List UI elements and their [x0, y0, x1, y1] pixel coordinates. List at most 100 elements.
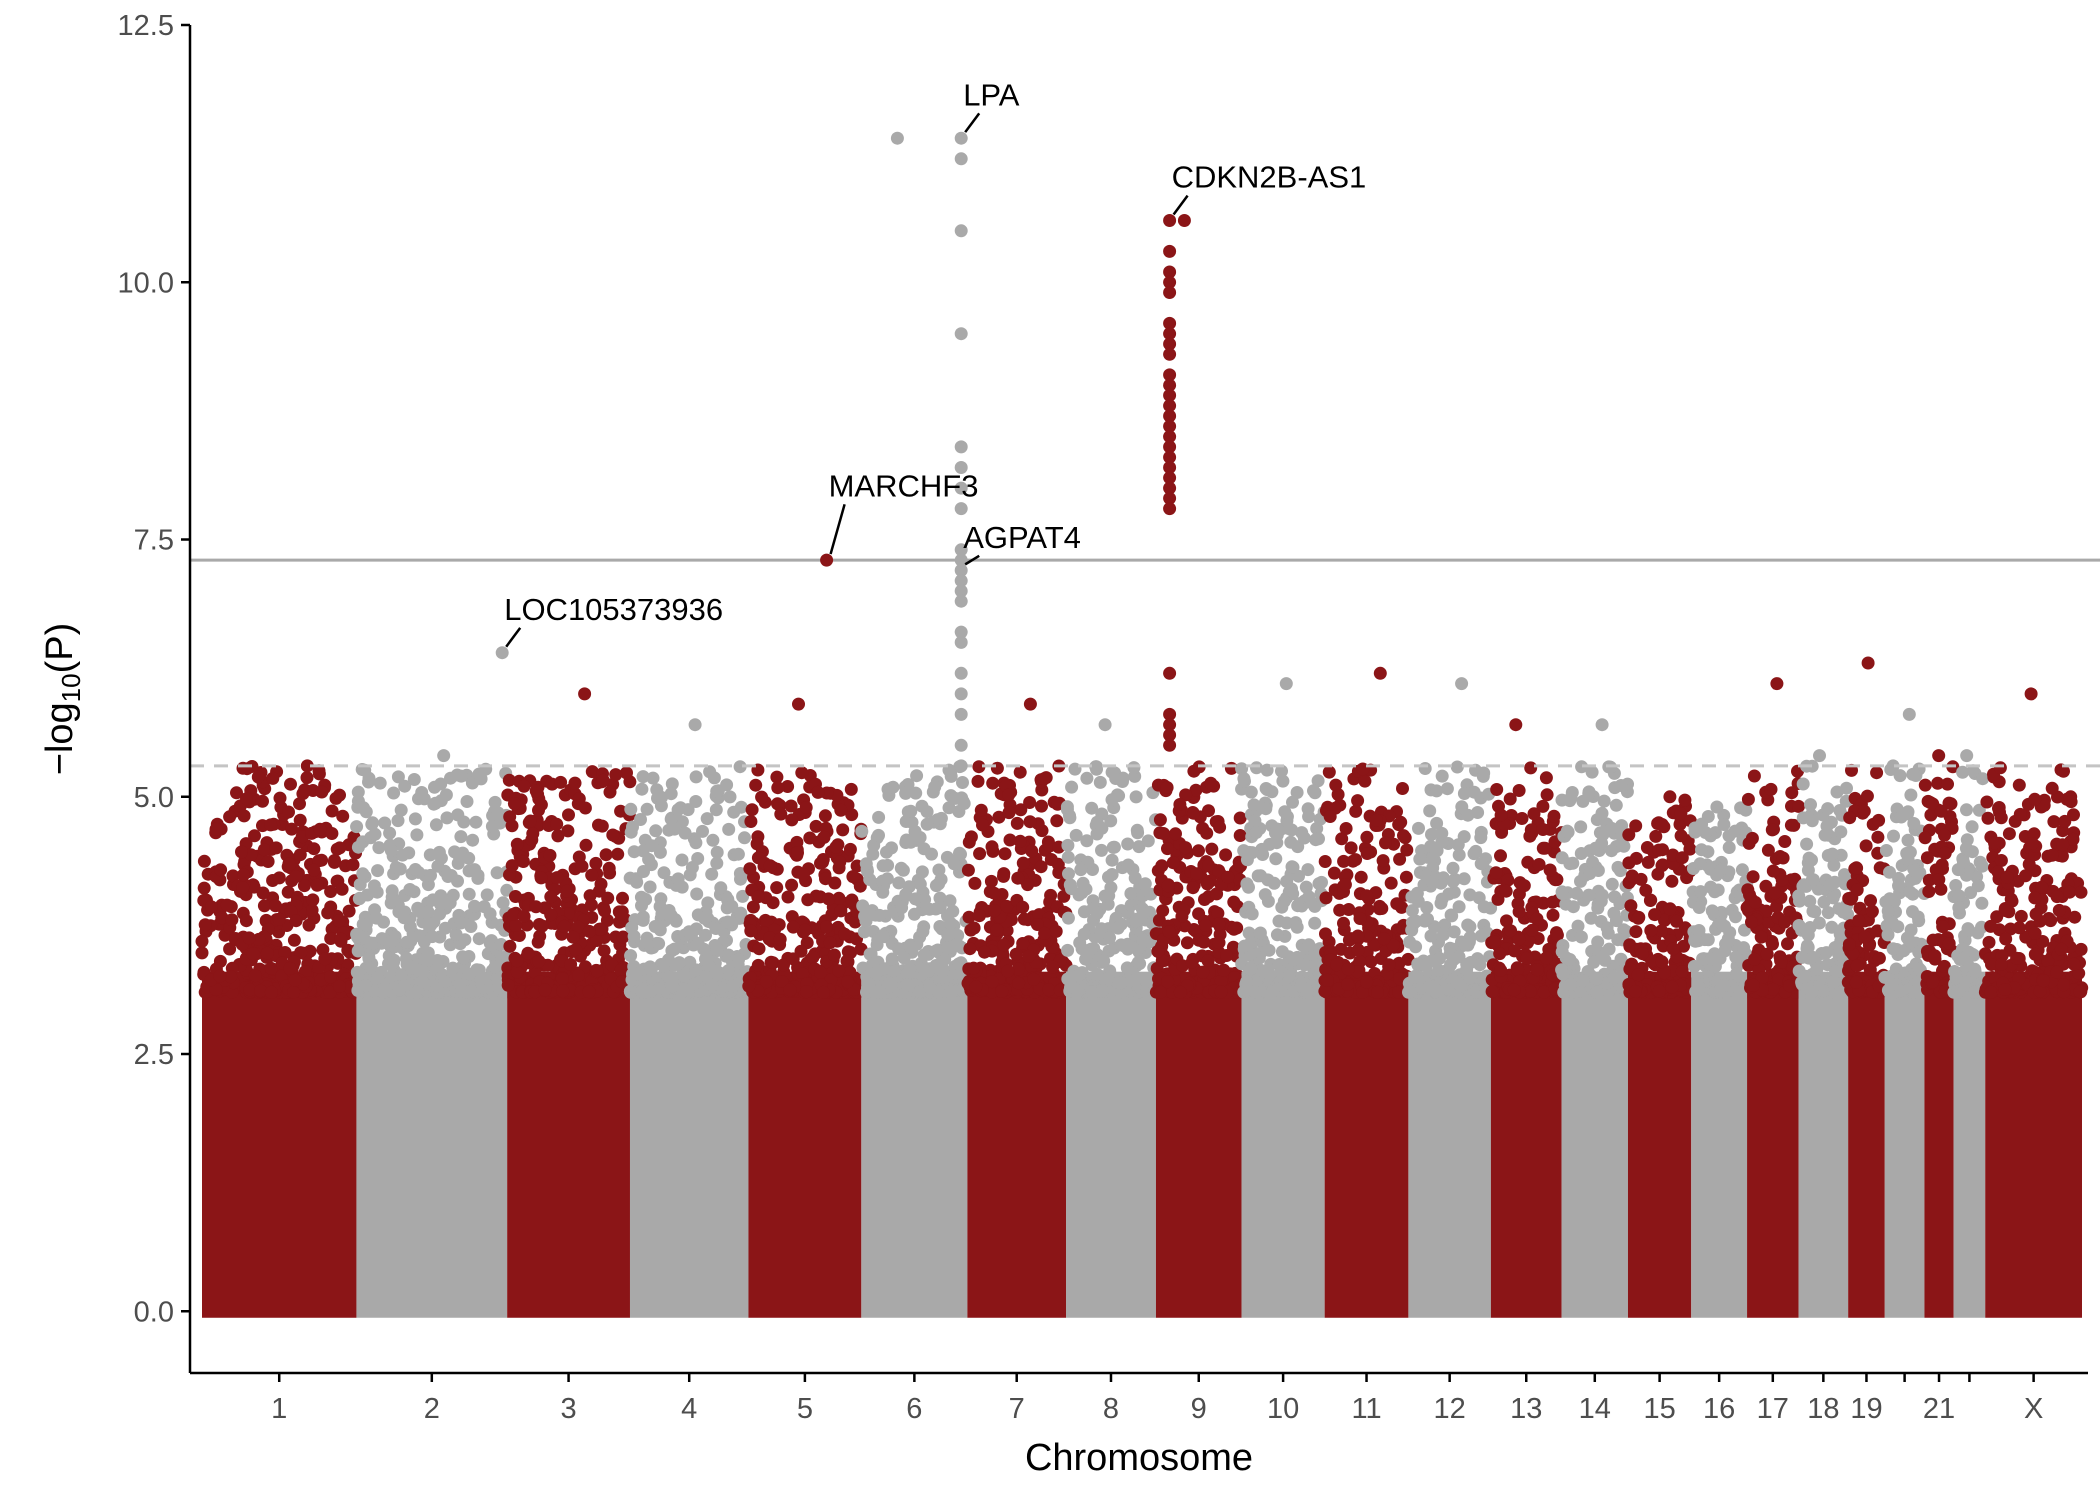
- gene-label-LPA: LPA: [963, 77, 1020, 133]
- snp-point: [962, 835, 976, 849]
- snp-point: [324, 932, 338, 945]
- snp-point: [1964, 886, 1978, 900]
- snp-point: [1775, 873, 1789, 887]
- snp-point: [323, 985, 337, 999]
- snp-point: [614, 963, 628, 977]
- snp-point: [678, 826, 692, 840]
- snp-point: [1062, 867, 1075, 881]
- snp-point: [1818, 828, 1832, 842]
- snp-point: [197, 854, 211, 868]
- snp-point: [2014, 909, 2028, 923]
- gene-label-LOC105373936: LOC105373936: [504, 592, 723, 648]
- snp-point: [1693, 857, 1707, 871]
- snp-point: [595, 819, 609, 833]
- snp-point: [1589, 972, 1603, 986]
- snp-point: [636, 770, 650, 784]
- snp-point: [1816, 984, 1830, 998]
- snp-point: [1670, 914, 1683, 928]
- snp-point: [1741, 792, 1755, 806]
- snp-point: [1785, 786, 1799, 800]
- snp-point: [1278, 805, 1292, 819]
- snp-point: [391, 770, 405, 784]
- snp-point: [310, 878, 324, 892]
- snp-point: [1425, 875, 1439, 889]
- snp-point: [510, 965, 524, 979]
- chromosome-8-dense-band: [1066, 971, 1156, 1318]
- snp-point: [534, 871, 548, 885]
- snp-point: [992, 810, 1006, 824]
- snp-point: [1774, 955, 1788, 969]
- snp-point: [1904, 788, 1918, 802]
- snp-point: [1360, 830, 1374, 844]
- snp-point: [785, 878, 799, 892]
- snp-point: [1576, 974, 1590, 988]
- snp-point: [997, 938, 1011, 952]
- snp-point: [1566, 900, 1580, 914]
- snp-point: [990, 761, 1004, 775]
- snp-point: [1461, 918, 1475, 932]
- snp-point: [689, 836, 703, 850]
- snp-point: [796, 868, 810, 882]
- snp-point: [251, 770, 265, 784]
- snp-point: [1918, 778, 1932, 792]
- snp-point: [738, 831, 751, 845]
- snp-point: [967, 921, 981, 935]
- snp-point: [287, 985, 301, 999]
- snp-point: [606, 828, 620, 842]
- snp-point: [1204, 776, 1218, 790]
- snp-point: [1635, 947, 1649, 961]
- snp-point: [1393, 852, 1407, 866]
- snp-point: [1796, 777, 1810, 791]
- snp-point: [683, 868, 697, 882]
- snp-point: [1244, 962, 1258, 976]
- snp-point: [272, 912, 286, 926]
- peak-snp-point: [300, 759, 314, 773]
- snp-point: [389, 860, 403, 874]
- snp-point: [1414, 852, 1428, 866]
- snp-point: [237, 809, 251, 823]
- snp-point: [446, 888, 460, 902]
- snp-point: [2029, 907, 2043, 921]
- snp-point: [2050, 965, 2064, 979]
- snp-point: [384, 935, 398, 949]
- snp-point: [505, 859, 519, 873]
- snp-point: [1103, 931, 1116, 945]
- snp-point: [1582, 888, 1596, 902]
- snp-point: [800, 985, 813, 999]
- snp-point: [278, 946, 292, 959]
- snp-point: [1129, 914, 1143, 928]
- snp-point: [566, 930, 580, 944]
- snp-point: [223, 810, 237, 824]
- snp-point: [1001, 964, 1015, 978]
- snp-point: [302, 918, 316, 932]
- snp-point: [562, 808, 575, 822]
- snp-point: [1394, 815, 1408, 829]
- snp-point: [705, 867, 719, 881]
- snp-point: [1717, 818, 1731, 831]
- snp-point: [538, 983, 552, 997]
- snp-point: [1631, 911, 1645, 925]
- snp-point: [1688, 825, 1702, 839]
- snp-point: [1121, 837, 1135, 851]
- snp-point: [809, 819, 823, 833]
- snp-point: [517, 909, 531, 923]
- snp-point: [1879, 895, 1893, 909]
- gene-label-leader: [505, 627, 522, 648]
- snp-point: [969, 980, 983, 994]
- snp-point: [915, 865, 929, 879]
- snp-point: [926, 785, 940, 799]
- snp-point: [1085, 801, 1099, 815]
- snp-point: [287, 933, 301, 947]
- snp-point: [892, 876, 906, 890]
- snp-point: [2064, 795, 2078, 809]
- snp-point: [480, 888, 494, 902]
- snp-point: [1063, 811, 1077, 825]
- snp-point: [1166, 856, 1180, 870]
- snp-point: [1129, 790, 1143, 804]
- chromosome-X-dense-band: [1985, 971, 2082, 1318]
- peak-snp-point: [1455, 677, 1469, 691]
- snp-point: [1095, 843, 1108, 857]
- snp-point: [1507, 944, 1521, 958]
- snp-point: [984, 874, 998, 888]
- snp-point: [1351, 929, 1365, 943]
